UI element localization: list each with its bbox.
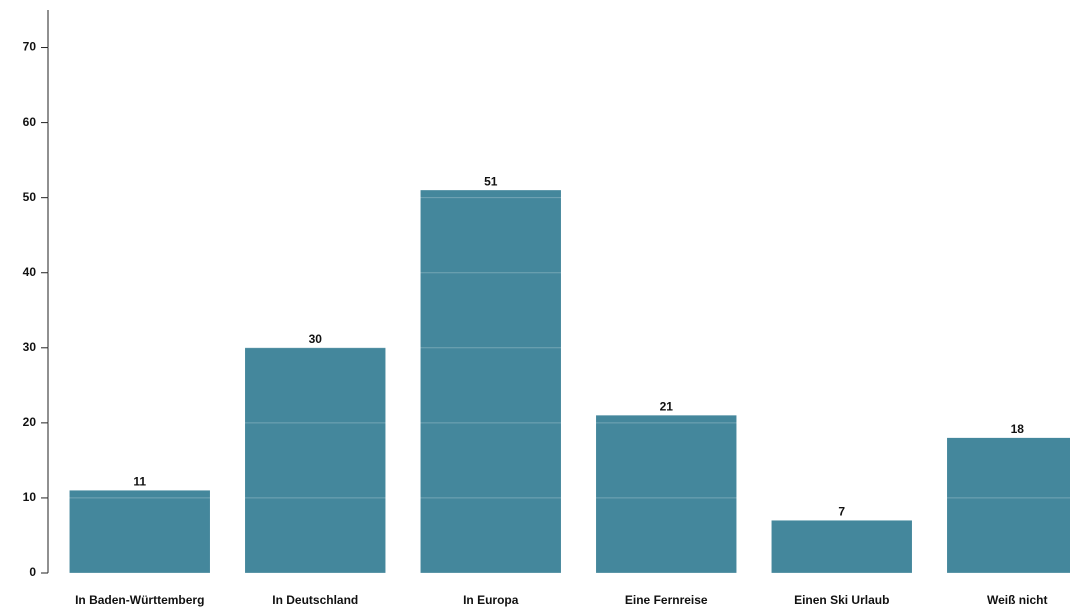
- y-tick-label: 10: [23, 490, 37, 504]
- value-label: 30: [309, 332, 323, 346]
- bar: [420, 190, 561, 573]
- value-label: 51: [484, 174, 498, 188]
- value-label: 21: [660, 400, 674, 414]
- x-tick-label: Weiß nicht: [987, 593, 1047, 607]
- bar: [245, 347, 386, 573]
- x-tick-label: In Europa: [463, 593, 519, 607]
- x-tick-label: Eine Fernreise: [625, 593, 708, 607]
- bar: [947, 437, 1070, 573]
- y-tick-label: 0: [29, 565, 36, 579]
- bar: [69, 490, 210, 573]
- bar: [596, 415, 737, 573]
- value-label: 7: [838, 505, 845, 519]
- y-tick-label: 20: [23, 415, 37, 429]
- y-tick-label: 40: [23, 265, 37, 279]
- y-tick-label: 60: [23, 115, 37, 129]
- x-tick-label: Einen Ski Urlaub: [794, 593, 889, 607]
- y-tick-label: 50: [23, 190, 37, 204]
- x-tick-label: In Deutschland: [272, 593, 358, 607]
- value-label: 18: [1011, 422, 1025, 436]
- y-tick-label: 70: [23, 40, 37, 54]
- value-label: 11: [133, 475, 146, 489]
- bar: [771, 520, 912, 573]
- y-tick-label: 30: [23, 340, 37, 354]
- x-tick-label: In Baden-Württemberg: [75, 593, 204, 607]
